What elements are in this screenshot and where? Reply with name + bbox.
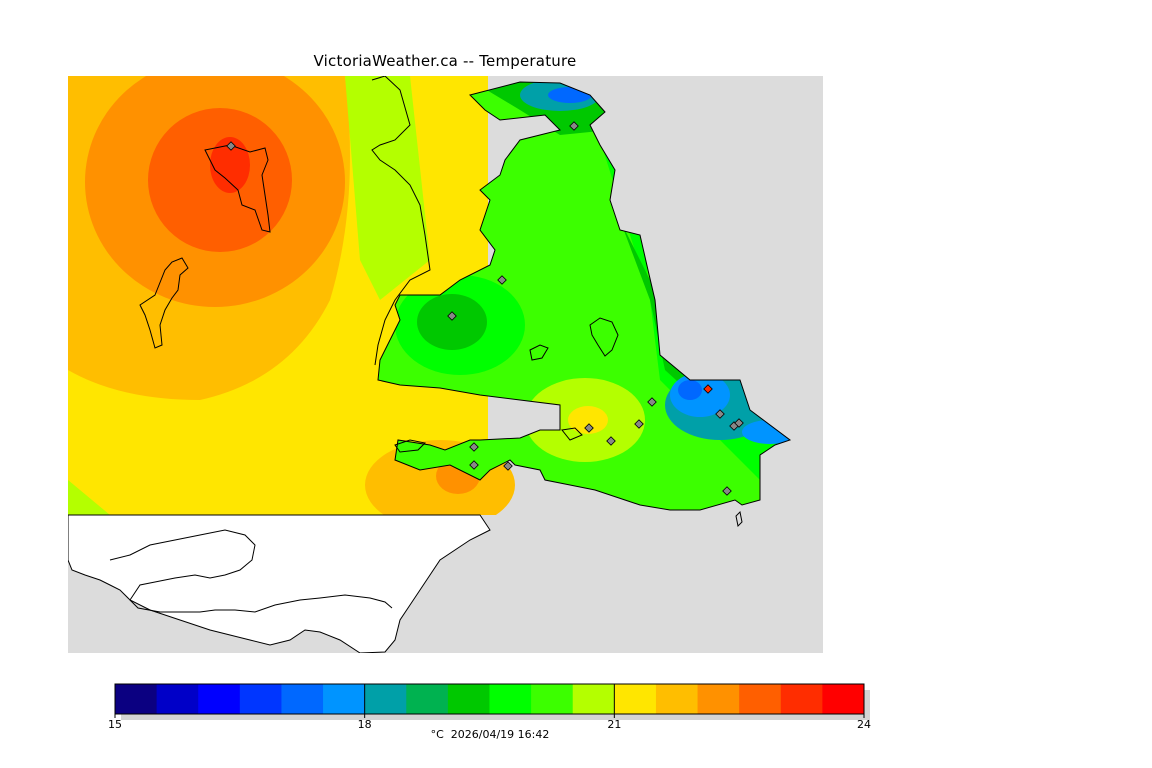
legend-swatch (364, 684, 407, 714)
legend-swatch (822, 684, 865, 714)
legend-tick-label: 18 (357, 718, 372, 731)
legend-caption: °C 2026/04/19 16:42 (430, 728, 550, 741)
coastline-northwest (371, 76, 431, 366)
map-title: VictoriaWeather.ca -- Temperature (313, 52, 577, 70)
legend-swatch (489, 684, 532, 714)
legend-swatch (198, 684, 241, 714)
legend-swatch (531, 684, 574, 714)
legend-swatch (697, 684, 740, 714)
southern-landmass (68, 514, 491, 653)
legend-swatch (780, 684, 823, 714)
legend-swatch (739, 684, 782, 714)
small-islands (139, 144, 743, 528)
legend-tick-label: 21 (607, 718, 622, 731)
legend-swatch (406, 684, 449, 714)
legend-swatch (447, 684, 490, 714)
legend-swatch (655, 684, 699, 714)
station-markers (226, 121, 744, 496)
legend-tick-label: 15 (108, 718, 122, 731)
legend-swatch (281, 684, 324, 714)
legend-tick-label: 24 (857, 718, 871, 731)
legend-swatch (115, 684, 158, 714)
legend-swatch (572, 684, 615, 714)
legend-swatch (323, 684, 366, 714)
temperature-legend (114, 683, 870, 720)
legend-swatch (614, 684, 657, 714)
legend-swatch (156, 684, 199, 714)
legend-swatch (239, 684, 282, 714)
